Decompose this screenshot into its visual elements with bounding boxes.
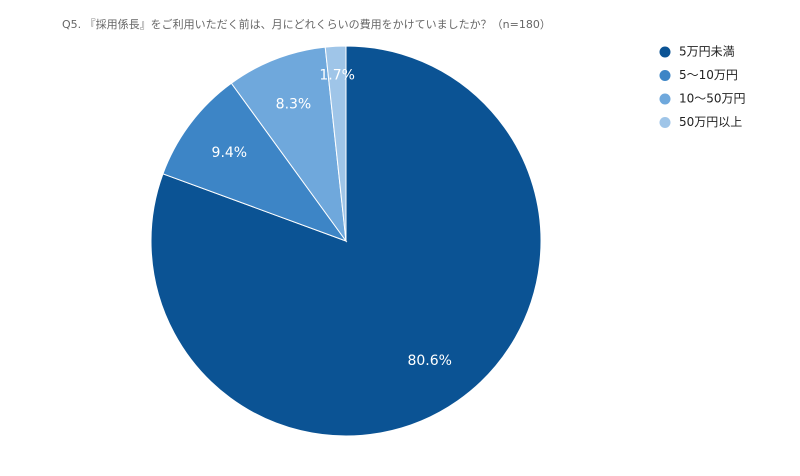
pie-slice	[230, 46, 347, 243]
legend-label: 50万円以上	[679, 115, 742, 129]
pie-slice	[324, 45, 347, 242]
slice-label: 9.4%	[212, 145, 248, 161]
pie-slice	[162, 82, 348, 243]
legend-marker	[659, 70, 671, 81]
legend-marker	[659, 117, 671, 128]
chart-title: Q5. 『採用係長』をご利用いただく前は、月にどれくらいの費用をかけていましたか…	[62, 17, 551, 31]
slice-label: 80.6%	[407, 353, 451, 369]
legend-marker	[659, 93, 671, 105]
slice-label: 1.7%	[319, 67, 355, 83]
legend-label: 5万円未満	[679, 45, 735, 59]
slice-label: 8.3%	[276, 97, 312, 113]
pie-slice	[150, 45, 542, 437]
legend-label: 10〜50万円	[679, 92, 746, 106]
legend-marker	[659, 46, 671, 58]
legend-label: 5〜10万円	[679, 68, 738, 82]
